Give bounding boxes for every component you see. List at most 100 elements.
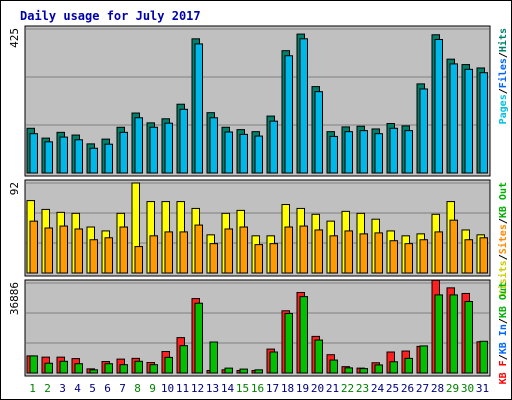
series-kb-out [29, 294, 488, 374]
bar-kb-out-day-2 [44, 362, 53, 374]
bar-files-day-2 [44, 141, 53, 174]
bar-files-day-22 [344, 131, 353, 174]
bar-kb-out-day-5 [89, 369, 98, 374]
day-label-11: 11 [176, 382, 189, 395]
bar-sites-day-19 [299, 225, 308, 274]
bar-sites-day-4 [74, 228, 83, 274]
bar-sites-day-5 [89, 239, 98, 274]
day-label-25: 25 [386, 382, 399, 395]
bar-sites-day-17 [269, 243, 278, 274]
legend-item: / [498, 88, 509, 94]
series-files [29, 38, 488, 174]
bar-files-day-4 [74, 139, 83, 174]
bar-kb-out-day-24 [374, 364, 383, 374]
bar-sites-day-2 [44, 227, 53, 274]
bar-sites-day-20 [314, 229, 323, 274]
bar-kb-out-day-25 [389, 361, 398, 374]
day-label-14: 14 [221, 382, 235, 395]
bar-kb-out-day-27 [419, 345, 428, 374]
panel-top-ymax-label: 425 [8, 28, 21, 48]
bar-sites-day-27 [419, 239, 428, 274]
day-label-9: 9 [149, 382, 156, 395]
bar-kb-out-day-4 [74, 363, 83, 374]
bar-kb-out-day-22 [344, 367, 353, 374]
bar-kb-out-day-18 [284, 312, 293, 374]
bar-kb-out-day-31 [479, 340, 488, 374]
day-label-6: 6 [104, 382, 111, 395]
day-label-1: 1 [29, 382, 36, 395]
legend-item: KB Out [498, 282, 509, 318]
bar-files-day-3 [59, 136, 68, 174]
day-label-23: 23 [356, 382, 369, 395]
day-label-16: 16 [251, 382, 264, 395]
legend-item: Files [497, 58, 509, 88]
bar-sites-day-11 [179, 231, 188, 274]
day-label-2: 2 [44, 382, 51, 395]
panel-top-gridlines [26, 28, 489, 126]
day-label-17: 17 [266, 382, 279, 395]
bar-sites-day-12 [194, 224, 203, 274]
day-label-10: 10 [161, 382, 174, 395]
bar-files-day-1 [29, 133, 38, 174]
bar-sites-day-29 [449, 219, 458, 274]
day-label-19: 19 [296, 382, 309, 395]
bar-files-day-8 [134, 117, 143, 174]
bar-files-day-17 [269, 120, 278, 174]
bar-sites-day-22 [344, 230, 353, 274]
bar-sites-day-24 [374, 232, 383, 274]
bar-files-day-25 [389, 127, 398, 174]
bar-sites-day-10 [164, 231, 173, 274]
bar-files-day-9 [149, 126, 158, 174]
bar-kb-out-day-29 [449, 294, 458, 374]
bar-files-day-6 [104, 143, 113, 174]
legend-item: KB F [498, 360, 509, 384]
bar-files-day-26 [404, 130, 413, 174]
bar-sites-day-13 [209, 243, 218, 274]
bar-files-day-7 [119, 131, 128, 174]
legend-item: Sites [497, 224, 509, 254]
bar-kb-out-day-21 [329, 359, 338, 374]
bar-sites-day-15 [239, 226, 248, 274]
day-label-12: 12 [191, 382, 204, 395]
bar-kb-out-day-8 [134, 360, 143, 374]
panel-bot-gridlines [26, 282, 489, 344]
day-label-15: 15 [236, 382, 249, 395]
day-label-7: 7 [119, 382, 126, 395]
chart-title: Daily usage for July 2017 [20, 9, 201, 23]
panel-mid-legend: Visits/Sites/KB Out [497, 182, 509, 296]
bar-kb-out-day-16 [254, 369, 263, 374]
bar-kb-out-day-9 [149, 364, 158, 374]
legend-item: KB In [498, 324, 509, 354]
bar-kb-out-day-11 [179, 345, 188, 374]
bar-files-day-19 [299, 38, 308, 174]
bar-files-day-29 [449, 63, 458, 174]
bar-files-day-30 [464, 68, 473, 174]
bar-files-day-23 [359, 130, 368, 174]
bar-sites-day-18 [284, 226, 293, 274]
day-label-5: 5 [89, 382, 96, 395]
legend-item: Visits [497, 260, 509, 296]
day-label-21: 21 [326, 382, 339, 395]
bar-sites-day-6 [104, 237, 113, 274]
bar-files-day-16 [254, 135, 263, 174]
bar-sites-day-9 [149, 235, 158, 274]
bar-sites-day-3 [59, 225, 68, 274]
bar-files-day-11 [179, 108, 188, 174]
bar-files-day-13 [209, 117, 218, 174]
bar-sites-day-28 [434, 231, 443, 274]
day-label-27: 27 [416, 382, 429, 395]
bar-kb-out-day-1 [29, 355, 38, 374]
bar-files-day-10 [164, 122, 173, 174]
bar-files-day-28 [434, 39, 443, 174]
legend-item: / [498, 354, 509, 360]
panel-bot-legend: KB F/KB In/KB Out [498, 282, 509, 384]
bar-files-day-5 [89, 147, 98, 174]
bar-files-day-18 [284, 55, 293, 174]
day-label-20: 20 [311, 382, 324, 395]
bar-sites-day-26 [404, 243, 413, 274]
